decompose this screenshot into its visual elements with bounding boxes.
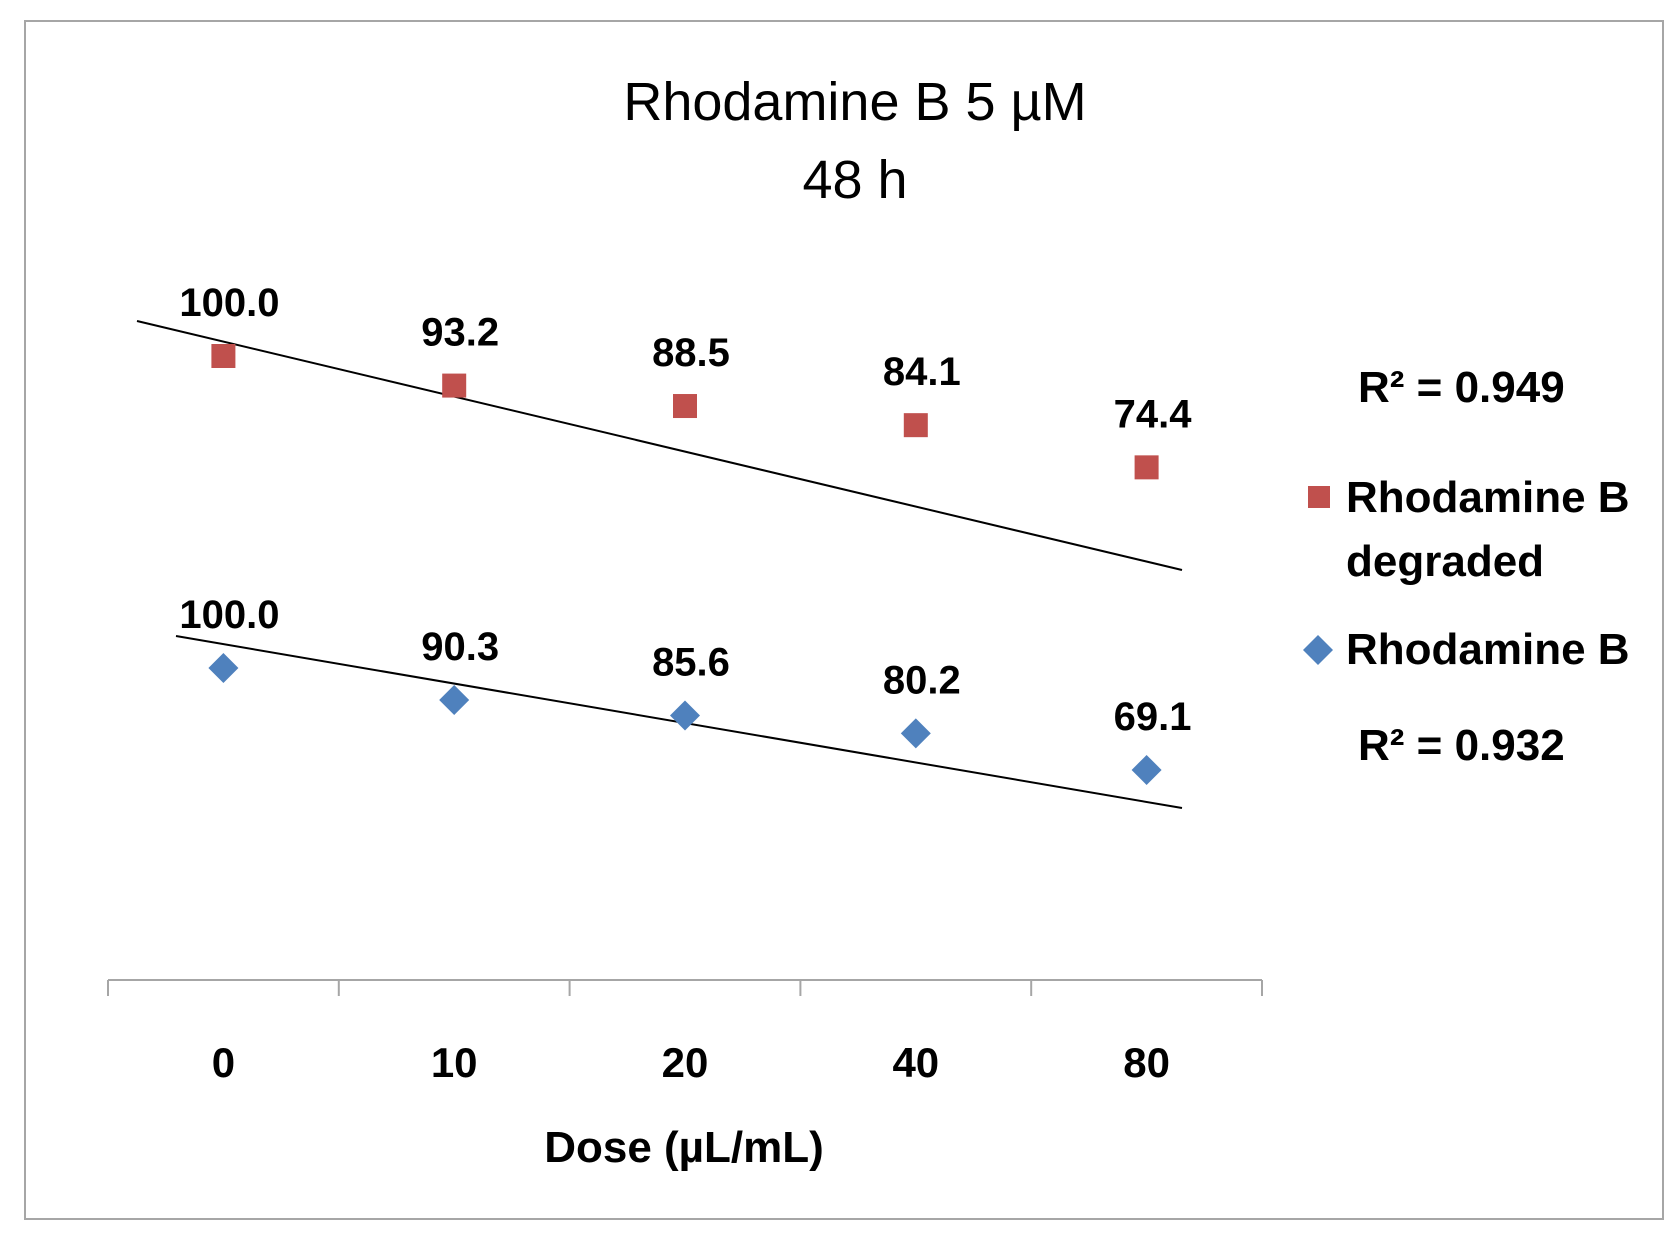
x-tick-label: 80 xyxy=(1123,1039,1170,1086)
legend-square-icon xyxy=(1308,486,1330,508)
legend-label-rhodamine-b: Rhodamine B xyxy=(1346,625,1630,674)
chart-title: Rhodamine B 5 µM 48 h xyxy=(623,72,1086,210)
series-rhodamine-b: 100.0 90.3 85.6 80.2 69.1 xyxy=(175,593,1192,809)
data-point-diamond xyxy=(670,700,700,731)
data-label: 100.0 xyxy=(179,281,279,325)
x-tick-label: 10 xyxy=(431,1039,478,1086)
trendline xyxy=(136,320,1183,571)
x-tick-label: 20 xyxy=(662,1039,709,1086)
data-point-diamond xyxy=(208,653,239,683)
r-squared-degraded: R² = 0.949 xyxy=(1358,363,1565,412)
data-label: 93.2 xyxy=(421,311,499,355)
data-point-square xyxy=(442,373,467,398)
data-point-square xyxy=(673,394,697,419)
data-point-square xyxy=(903,413,928,438)
legend-label-degraded-line-2: degraded xyxy=(1346,537,1544,586)
plot-area: 100.0 93.2 88.5 84.1 74.4 100.0 90.3 85.6 80.2 69… xyxy=(136,281,1193,809)
legend-label-degraded-line-1: Rhodamine B xyxy=(1346,473,1630,522)
data-label: 88.5 xyxy=(652,331,730,375)
x-axis-title: Dose (µL/mL) xyxy=(544,1123,824,1172)
data-point-diamond xyxy=(900,718,931,749)
legend-diamond-icon xyxy=(1303,635,1333,665)
data-label: 100.0 xyxy=(179,593,279,637)
data-label: 90.3 xyxy=(421,625,499,669)
data-label: 80.2 xyxy=(883,658,961,702)
data-point-square xyxy=(211,344,236,368)
chart-title-line-1: Rhodamine B 5 µM xyxy=(623,72,1086,132)
data-label: 84.1 xyxy=(883,350,961,394)
x-tick-label: 0 xyxy=(212,1039,235,1086)
x-tick-label: 40 xyxy=(892,1039,939,1086)
chart-frame xyxy=(24,20,1664,1220)
data-label: 85.6 xyxy=(652,641,730,685)
series-rhodamine-b-degraded: 100.0 93.2 88.5 84.1 74.4 xyxy=(136,281,1193,571)
data-label: 69.1 xyxy=(1114,695,1192,739)
legend: R² = 0.949 Rhodamine B degraded Rhodamine B… xyxy=(1303,363,1630,770)
data-label: 74.4 xyxy=(1114,392,1193,436)
x-axis: 0 10 20 40 80 xyxy=(107,979,1263,1086)
data-point-diamond xyxy=(439,685,470,716)
data-point-square xyxy=(1134,455,1159,480)
r-squared-rhodamine-b: R² = 0.932 xyxy=(1358,721,1565,770)
chart-title-line-2: 48 h xyxy=(802,150,907,210)
data-point-diamond xyxy=(1131,754,1162,785)
